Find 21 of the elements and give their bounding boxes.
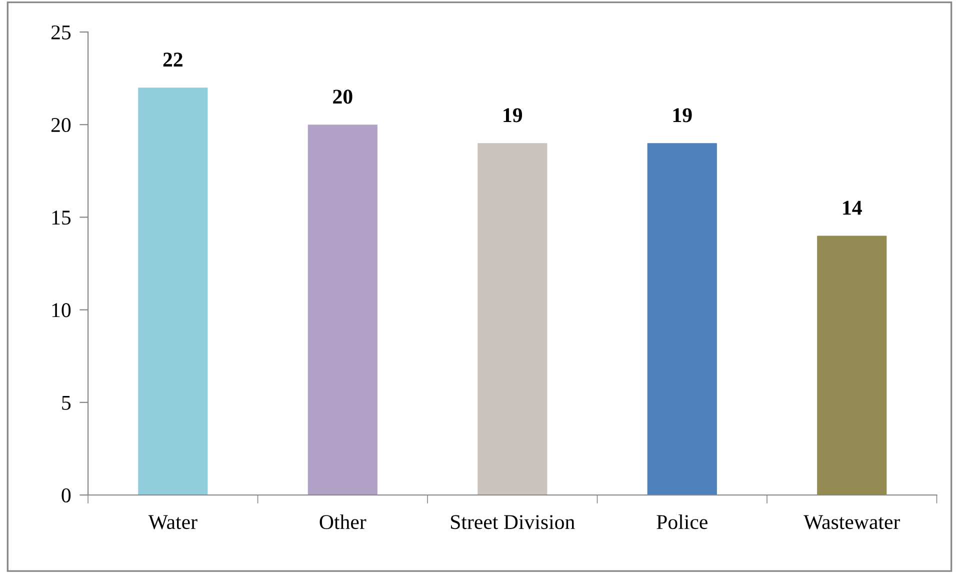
x-tick-label: Other [320, 514, 366, 530]
data-label: 19 [504, 108, 522, 122]
bar [817, 236, 887, 495]
y-tick-label: 5 [62, 396, 71, 410]
data-label: 20 [333, 90, 352, 104]
data-label: 22 [163, 52, 182, 66]
y-tick-label: 15 [52, 210, 71, 225]
y-tick-label: 20 [51, 118, 71, 132]
bar [138, 88, 208, 495]
x-tick-label: Wastewater [804, 515, 900, 530]
y-tick-label: 25 [51, 25, 71, 40]
bar [478, 143, 548, 495]
x-tick-label: Police [656, 514, 708, 530]
y-tick-label: 10 [52, 303, 71, 318]
bar [308, 124, 378, 495]
data-label: 19 [673, 108, 692, 122]
x-tick-label: Water [148, 515, 198, 530]
y-tick-label: 0 [62, 488, 71, 502]
bar [647, 143, 717, 495]
x-tick-label: Street Division [451, 515, 575, 530]
data-label: 14 [843, 200, 862, 215]
